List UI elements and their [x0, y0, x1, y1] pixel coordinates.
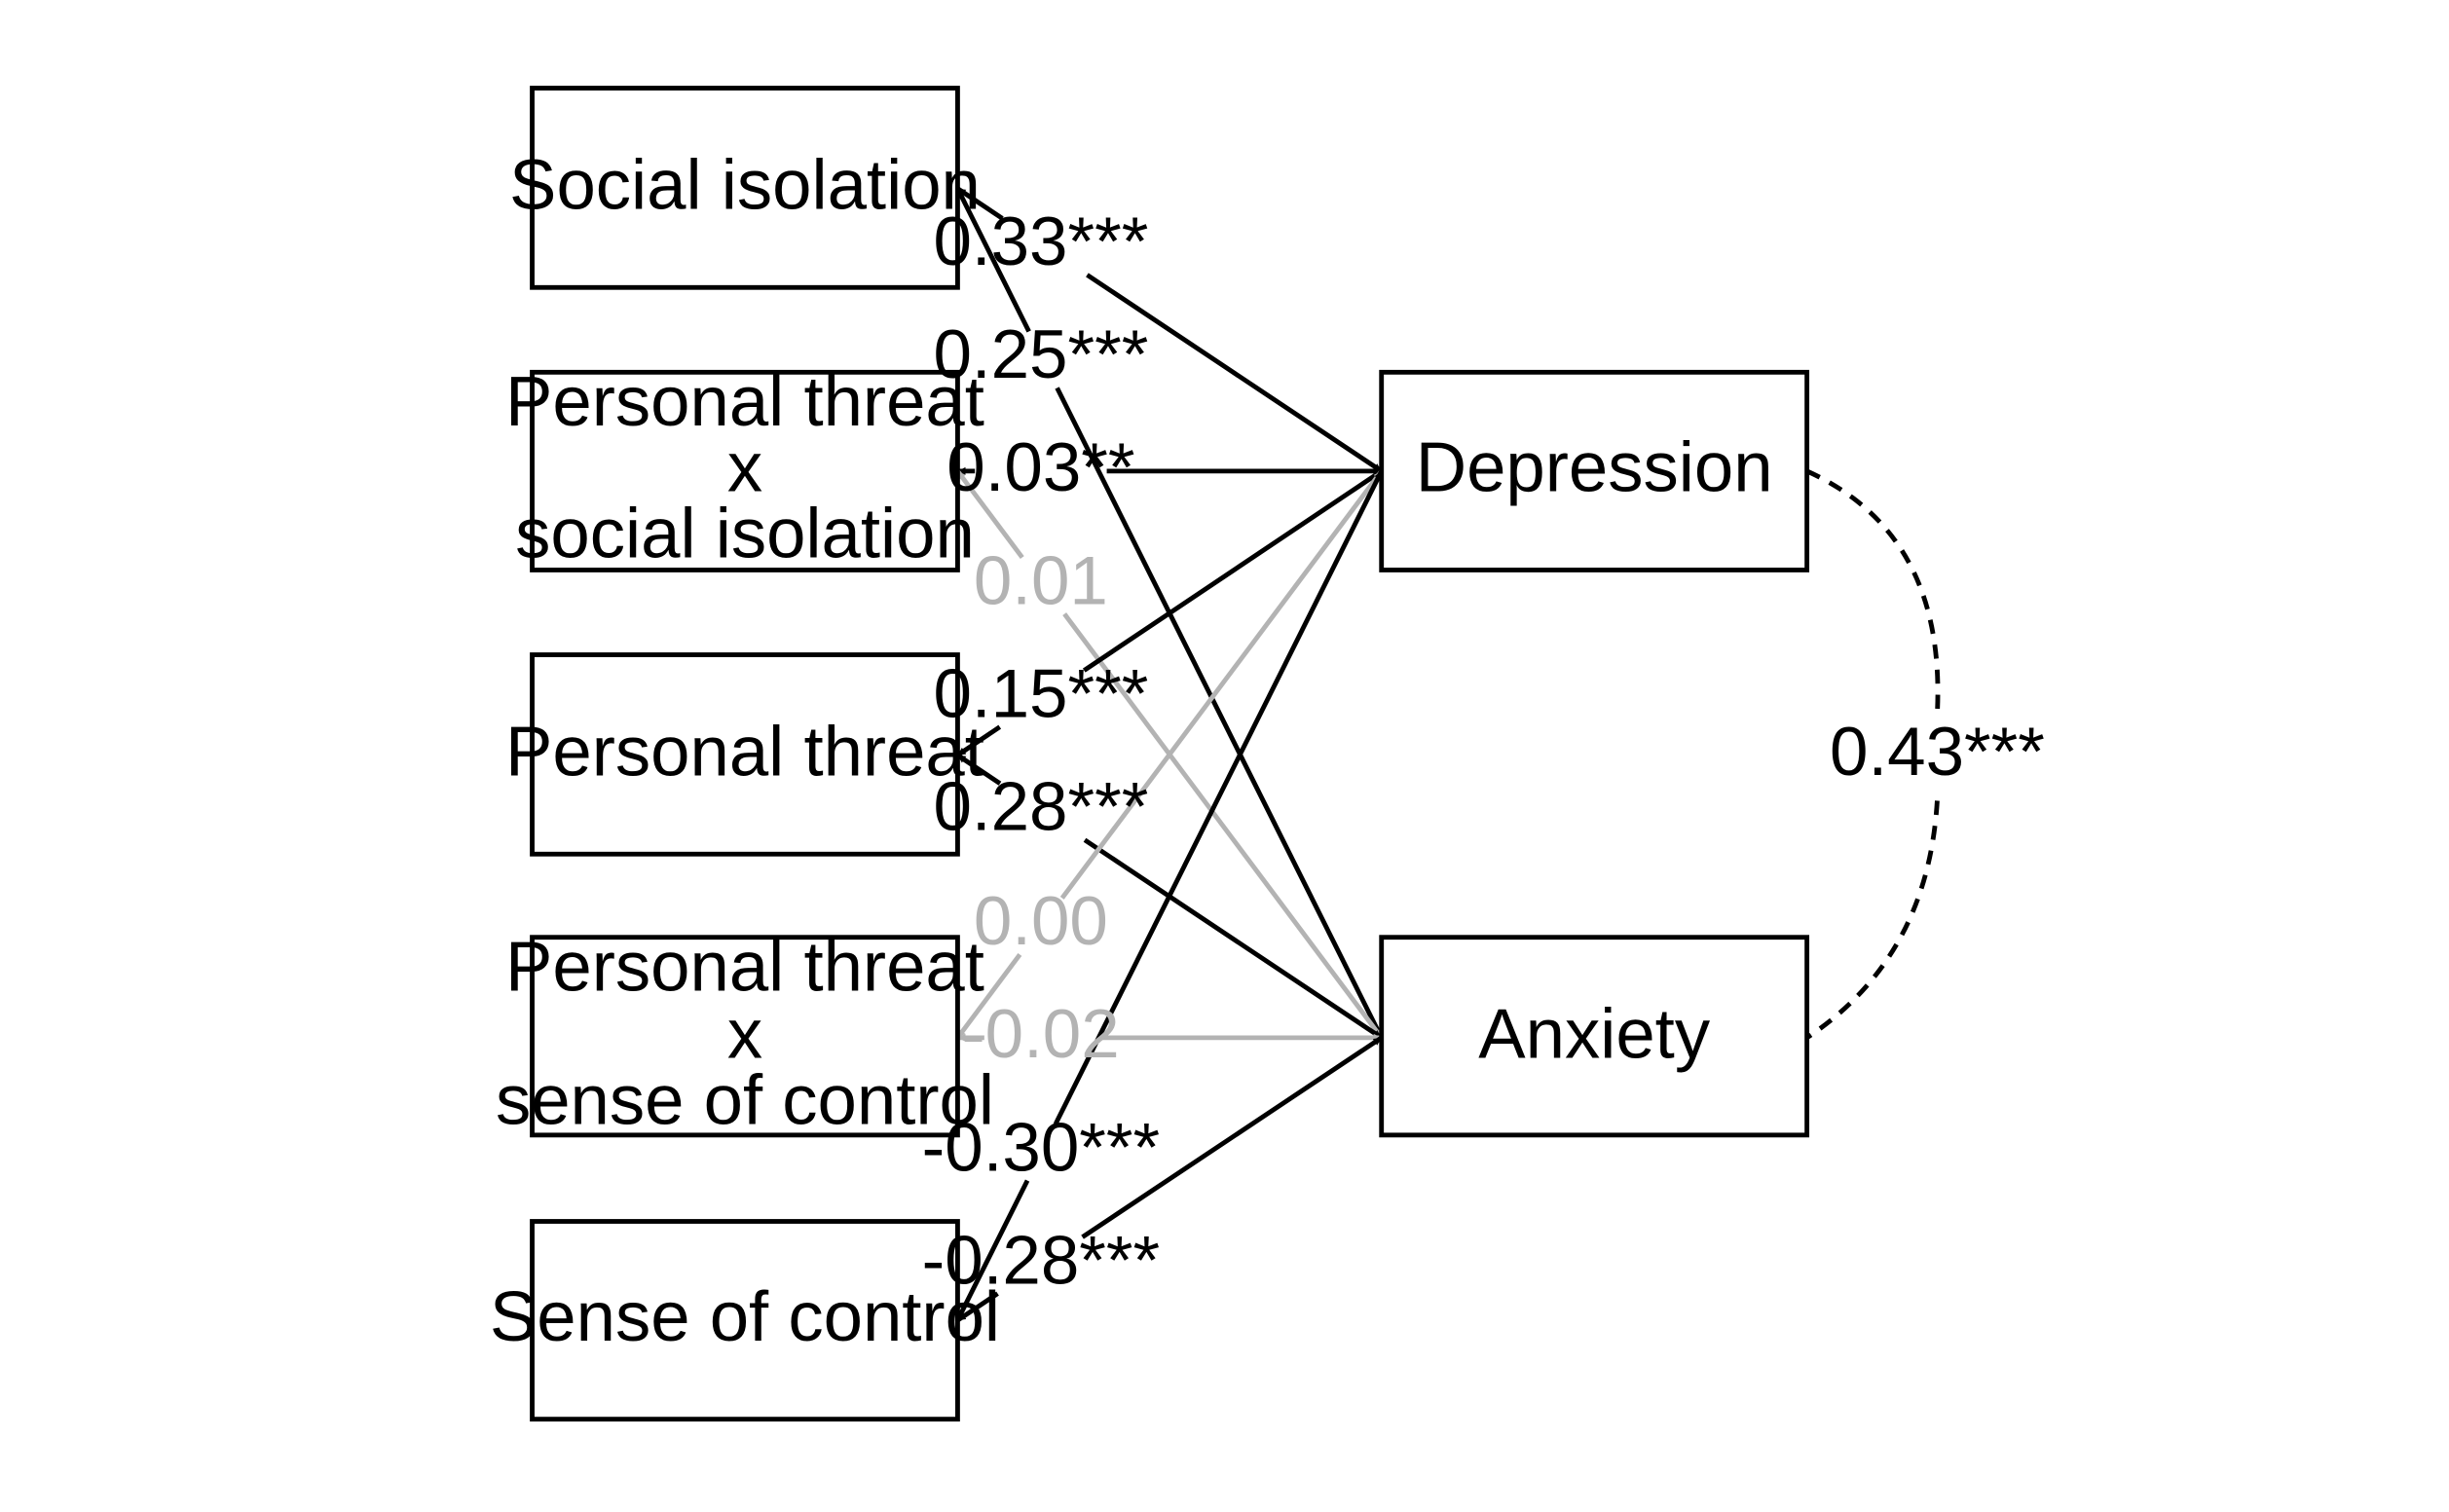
- box-social-isolation: Social isolation: [509, 86, 981, 290]
- path-si-to-dep: [1086, 273, 1384, 473]
- path-pt-to-anx: [956, 753, 1002, 786]
- box-sense-of-control: Sense of control: [490, 1219, 1000, 1422]
- path-pt-to-dep: [1082, 468, 1384, 673]
- path-sc-to-anx: [956, 1291, 999, 1323]
- box-anxiety: Anxiety: [1379, 935, 1810, 1138]
- path-sc-to-dep: [955, 1179, 1030, 1322]
- coef-label-sc-to-dep: -0.30***: [922, 1109, 1160, 1186]
- path-si-to-anx: [1055, 387, 1384, 1039]
- box-label-line-3: social isolation: [515, 494, 975, 572]
- path-si-to-anx: [955, 187, 1031, 333]
- coef-label-ptxsi-to-anx: 0.01: [974, 542, 1108, 619]
- path-pt-to-anx: [1083, 837, 1384, 1040]
- coef-label-ptxsc-to-anx: -0.02: [962, 996, 1120, 1073]
- covariance-curve-depression-anxiety: [1805, 468, 1941, 1040]
- path-sc-to-anx: [1081, 1035, 1384, 1239]
- path-ptxsi-to-anx: [955, 469, 1024, 560]
- coef-label-si-to-dep: 0.33***: [933, 203, 1148, 280]
- box-personal-threat-x-social-isolation: Personal threat x social isolation: [505, 362, 984, 572]
- boxes-layer: Social isolation Personal threat x socia…: [490, 86, 1810, 1422]
- path-ptxsc-to-dep: [955, 952, 1022, 1040]
- paths-layer: [955, 186, 1384, 1323]
- path-sc-to-dep: [1053, 469, 1384, 1125]
- path-pt-to-dep: [956, 724, 1002, 757]
- box-label-depression: Depression: [1416, 428, 1773, 507]
- box-label-line-2: x: [727, 995, 762, 1074]
- path-si-to-dep: [956, 186, 1004, 221]
- labels-layer: 0.33*** 0.25*** 0.03** 0.01 0.15*** 0.28*** 0.…: [922, 203, 1160, 1299]
- coef-label-pt-to-dep: 0.15***: [933, 655, 1148, 732]
- coef-label-pt-to-anx: 0.28***: [933, 768, 1148, 845]
- box-label-social-isolation: Social isolation: [509, 145, 981, 224]
- box-label-sense-of-control: Sense of control: [490, 1277, 1000, 1356]
- coef-label-sc-to-anx: -0.28***: [922, 1222, 1160, 1299]
- coef-label-ptxsc-to-dep: 0.00: [974, 883, 1108, 960]
- box-label-anxiety: Anxiety: [1478, 995, 1711, 1074]
- box-label-line-1: Personal threat: [505, 927, 984, 1006]
- box-label-personal-threat: Personal threat: [505, 712, 984, 791]
- box-personal-threat: Personal threat: [505, 652, 984, 857]
- box-label-line-2: x: [727, 428, 762, 507]
- covariance-label: 0.43***: [1830, 714, 2045, 791]
- path-ptxsc-to-dep: [1059, 469, 1384, 900]
- box-personal-threat-x-sense-of-control: Personal threat x sense of control: [496, 927, 994, 1139]
- box-label-line-3: sense of control: [496, 1060, 994, 1139]
- coef-label-ptxsi-to-dep: 0.03**: [946, 429, 1134, 506]
- path-ptxsi-to-anx: [1062, 612, 1384, 1040]
- box-depression: Depression: [1379, 369, 1810, 572]
- covariance-layer: 0.43***: [1805, 468, 2045, 1040]
- coef-label-si-to-anx: 0.25***: [933, 316, 1148, 393]
- box-label-line-1: Personal threat: [505, 362, 984, 441]
